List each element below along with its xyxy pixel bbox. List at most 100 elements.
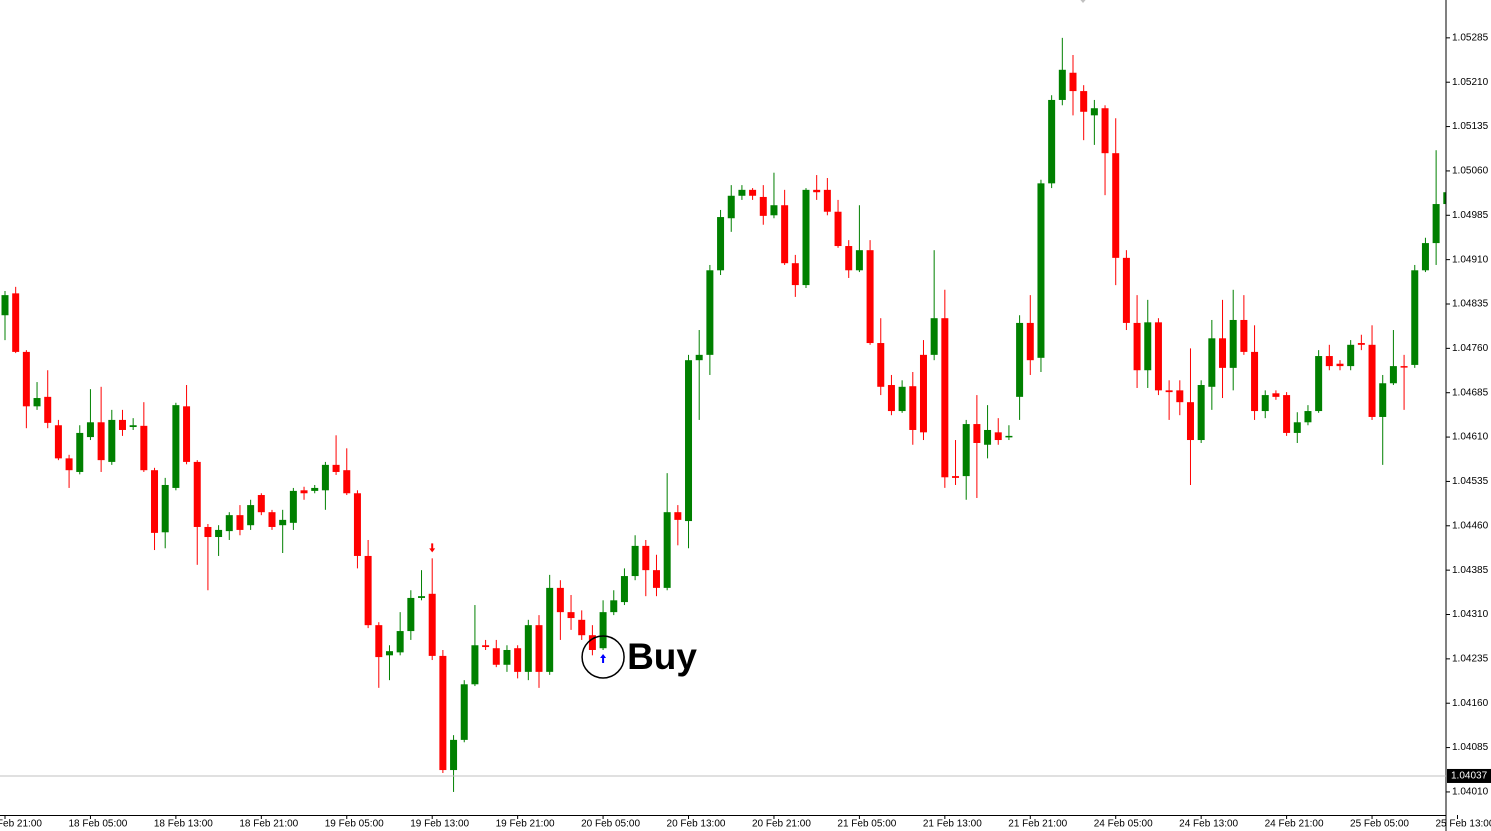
candle-body <box>930 318 938 355</box>
candle-body <box>460 684 468 740</box>
candle-body <box>385 651 393 656</box>
candle-body <box>663 512 671 588</box>
candle-body <box>418 596 426 598</box>
candle-body <box>1379 383 1387 417</box>
candle-body <box>129 425 137 428</box>
x-tick-label: 19 Feb 05:00 <box>325 819 384 830</box>
candle-body <box>1347 344 1355 367</box>
last-price-label: 1.04037 <box>1451 771 1488 782</box>
y-tick-label: 1.04310 <box>1452 609 1489 620</box>
candle-body <box>492 648 500 665</box>
candle-body <box>151 470 159 533</box>
y-tick-label: 1.04610 <box>1452 432 1489 443</box>
y-tick-label: 1.04010 <box>1452 787 1489 798</box>
candle-body <box>1058 69 1066 100</box>
candle-body <box>514 648 522 672</box>
candle-body <box>984 429 992 445</box>
candle-body <box>1325 356 1333 367</box>
sell-arrow <box>429 543 436 553</box>
candle-body <box>1 295 9 316</box>
candle-body <box>1144 322 1152 371</box>
candle-body <box>610 600 618 613</box>
candle-body <box>1293 422 1301 433</box>
candle-body <box>97 422 105 461</box>
candle-body <box>54 425 62 459</box>
candle-body <box>215 529 223 538</box>
candle-body <box>749 189 757 196</box>
candle-body <box>311 487 319 491</box>
candle-body <box>1069 72 1077 92</box>
y-tick-label: 1.04235 <box>1452 654 1489 665</box>
candle-body <box>1304 411 1312 423</box>
candle-body <box>76 432 84 472</box>
candle-body <box>1411 270 1419 365</box>
candle-body <box>1357 343 1365 345</box>
candle-body <box>108 419 116 462</box>
x-tick-label: 25 Feb 13:00 <box>1435 819 1491 830</box>
candle-body <box>1090 108 1098 116</box>
x-tick-label: 21 Feb 05:00 <box>837 819 896 830</box>
candle-body <box>44 396 52 423</box>
buy-arrow <box>600 653 607 663</box>
candle-body <box>620 576 628 603</box>
candle-body <box>22 351 30 407</box>
candle-body <box>877 343 885 387</box>
candle-body <box>813 189 821 193</box>
candle-body <box>845 246 853 271</box>
candle-body <box>546 587 554 672</box>
x-tick-label: 18 Feb 13:00 <box>154 819 213 830</box>
candle-body <box>706 270 714 355</box>
y-tick-label: 1.04460 <box>1452 520 1489 531</box>
candle-body <box>781 205 789 264</box>
candle-body <box>86 422 94 438</box>
candle-body <box>1283 395 1291 433</box>
scroll-marker <box>1080 0 1086 3</box>
candle-body <box>364 555 372 626</box>
y-tick-label: 1.04985 <box>1452 210 1489 221</box>
candle-body <box>1005 435 1013 438</box>
candle-body <box>770 205 778 216</box>
candle-body <box>1037 183 1045 358</box>
candle-body <box>973 424 981 443</box>
candle-body <box>1443 192 1446 205</box>
candle-body <box>407 597 415 632</box>
y-tick-label: 1.04160 <box>1452 698 1489 709</box>
candle-body <box>631 545 639 577</box>
signal-circle <box>581 635 625 679</box>
candle-body <box>1261 395 1269 412</box>
candle-body <box>1112 153 1120 258</box>
candle-body <box>343 470 351 494</box>
x-tick-label: 19 Feb 13:00 <box>410 819 469 830</box>
candle-body <box>1315 356 1323 412</box>
x-tick-label: 20 Feb 21:00 <box>752 819 811 830</box>
candle-body <box>1122 257 1130 323</box>
candle-body <box>321 464 329 491</box>
candle-body <box>161 484 169 533</box>
x-tick-label: 20 Feb 05:00 <box>581 819 640 830</box>
candle-body <box>578 619 586 636</box>
candle-body <box>909 386 917 430</box>
y-tick-label: 1.04535 <box>1452 476 1489 487</box>
candle-body <box>1016 322 1024 397</box>
candle-body <box>1368 344 1376 417</box>
candle-body <box>1251 351 1259 412</box>
candle-body <box>887 385 895 412</box>
candle-body <box>599 612 607 649</box>
candle-body <box>225 515 233 532</box>
candle-body <box>236 515 244 530</box>
candle-body <box>503 649 511 665</box>
x-tick-label: 24 Feb 13:00 <box>1179 819 1238 830</box>
candle-body <box>866 250 874 344</box>
x-tick-label: 21 Feb 21:00 <box>1008 819 1067 830</box>
candle-body <box>439 655 447 771</box>
y-tick-label: 1.04760 <box>1452 343 1489 354</box>
candle-body <box>1389 366 1397 384</box>
x-tick-label: 25 Feb 05:00 <box>1350 819 1409 830</box>
candle-body <box>1208 338 1216 387</box>
candle-body <box>1432 204 1440 244</box>
x-tick-label: 18 Feb 05:00 <box>68 819 127 830</box>
candle-body <box>1219 338 1227 368</box>
last-price-box <box>1447 768 1491 783</box>
candle-body <box>802 189 810 286</box>
